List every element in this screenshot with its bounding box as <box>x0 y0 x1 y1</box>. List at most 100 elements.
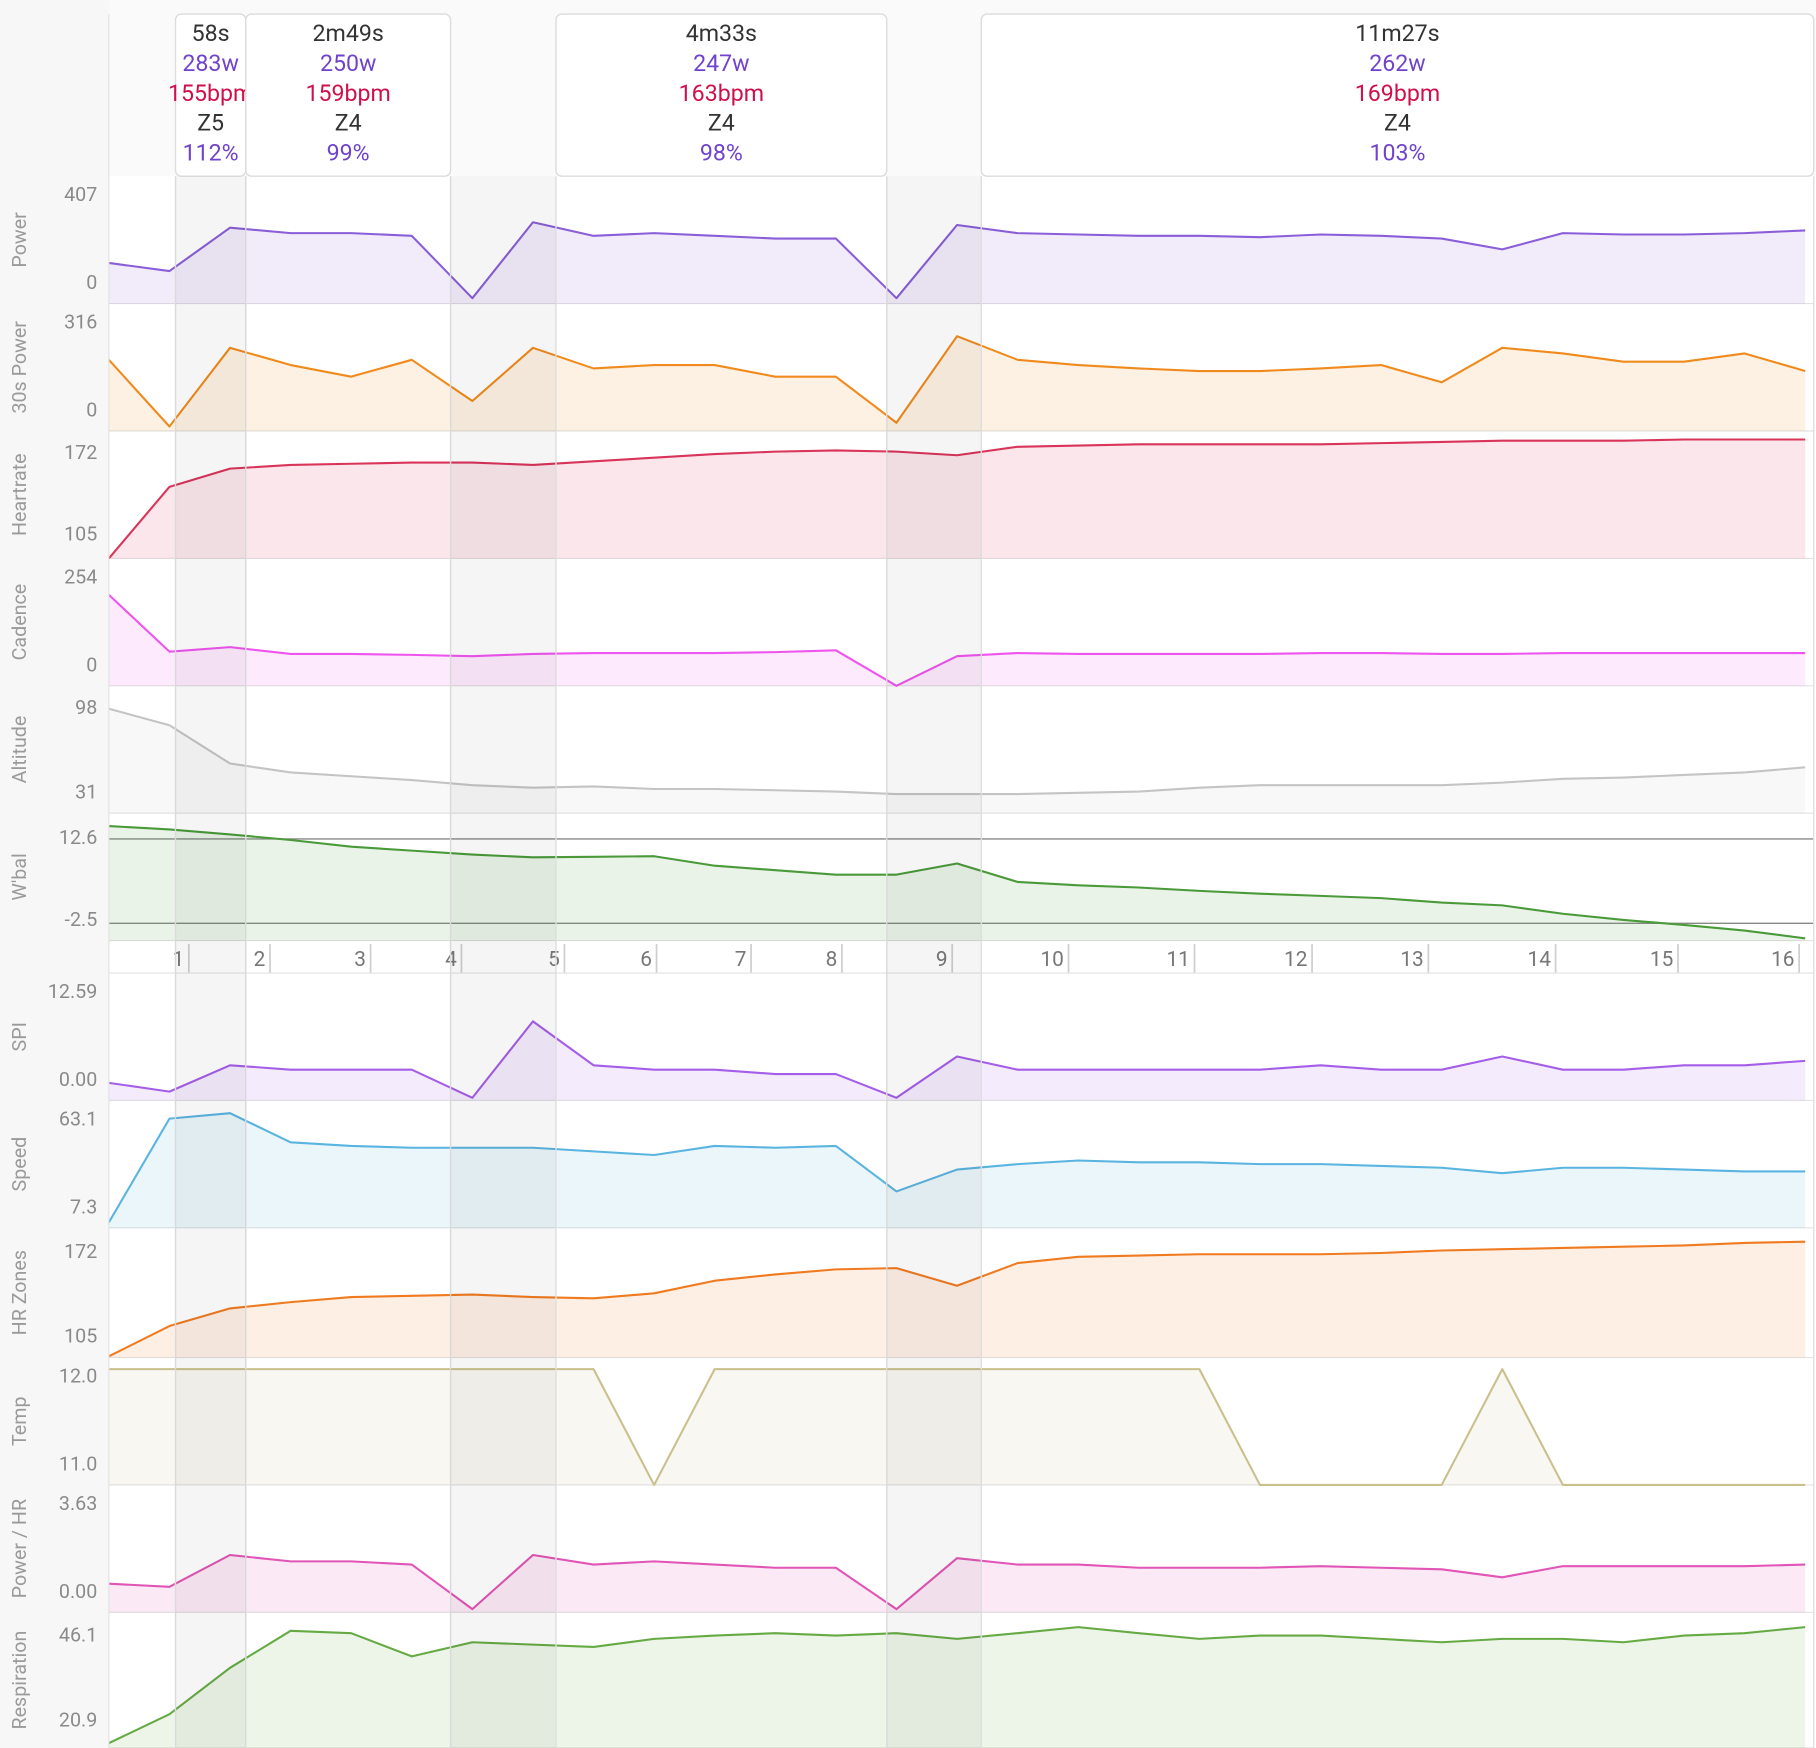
lap-time: 4m33s <box>686 20 757 47</box>
series-line <box>108 1020 1806 1099</box>
y-tick-label: 0.00 <box>59 1580 97 1603</box>
lap-zone: Z5 <box>197 110 224 137</box>
area-fill <box>108 439 1806 559</box>
x-tick-label: 3 <box>354 948 366 972</box>
lap-zone: Z4 <box>335 110 362 137</box>
y-tick-label: 172 <box>64 1240 97 1263</box>
y-tick-label: 0.00 <box>59 1068 97 1091</box>
lap-pct: 103% <box>1369 140 1425 167</box>
axis-title: SPI <box>8 1022 31 1051</box>
x-tick-label: 5 <box>548 948 560 972</box>
y-tick-label: 3.63 <box>59 1492 97 1515</box>
y-tick-label: 98 <box>75 696 97 719</box>
y-tick-label: -2.5 <box>65 908 98 931</box>
y-tick-label: 12.6 <box>59 826 97 849</box>
series-line <box>108 825 1806 940</box>
lap-time: 11m27s <box>1355 20 1439 47</box>
area-fill <box>108 1627 1806 1748</box>
axis-title: Temp <box>8 1396 31 1446</box>
lap-box <box>245 13 452 177</box>
lap-hr: 163bpm <box>679 80 764 107</box>
y-tick-label: 63.1 <box>59 1107 97 1130</box>
lap-time: 2m49s <box>313 20 384 47</box>
x-tick-label: 1 <box>172 948 184 972</box>
x-tick-label: 8 <box>826 948 838 972</box>
area-fill <box>108 1555 1806 1613</box>
area-fill <box>108 1021 1806 1101</box>
area-fill <box>108 708 1806 814</box>
x-tick-label: 14 <box>1528 948 1552 972</box>
y-tick-label: 0 <box>86 399 97 422</box>
series-line <box>108 1626 1806 1745</box>
axis-title: W'bal <box>8 853 31 900</box>
series-line <box>108 221 1806 300</box>
y-tick-label: 20.9 <box>59 1708 97 1731</box>
series-line <box>108 1240 1806 1358</box>
y-tick-label: 11.0 <box>59 1452 97 1475</box>
series-line <box>108 335 1806 428</box>
y-tick-label: 105 <box>64 1325 97 1348</box>
axis-title: Cadence <box>8 584 31 661</box>
y-tick-label: 316 <box>64 310 97 333</box>
x-tick-label: 13 <box>1400 948 1423 972</box>
x-tick-label: 7 <box>735 948 747 972</box>
gutter <box>0 0 109 1748</box>
lap-hr: 155bpm <box>168 80 253 107</box>
recovery-shade <box>450 176 556 1748</box>
x-tick-label: 9 <box>936 948 948 972</box>
x-tick-label: 15 <box>1650 948 1673 972</box>
series-line <box>108 1553 1806 1611</box>
lap-power: 247w <box>693 50 749 77</box>
axis-title: Heartrate <box>8 453 31 536</box>
series-line <box>107 1112 1806 1223</box>
lap-time: 58s <box>192 20 230 47</box>
x-tick-label: 12 <box>1284 948 1307 972</box>
lap-pct: 112% <box>183 140 239 167</box>
y-tick-label: 105 <box>64 523 97 546</box>
area-fill <box>108 594 1806 686</box>
lap-zone: Z4 <box>1384 110 1411 137</box>
axis-title: Power / HR <box>8 1499 31 1598</box>
area-fill <box>108 1369 1806 1485</box>
axis-title: Respiration <box>8 1631 31 1730</box>
axis-title: Altitude <box>8 716 31 784</box>
lap-zone: Z4 <box>708 110 735 137</box>
x-tick-label: 16 <box>1771 948 1794 972</box>
axis-title: Speed <box>8 1137 31 1192</box>
series-line <box>108 438 1806 560</box>
y-tick-label: 0 <box>86 271 97 294</box>
y-tick-label: 7.3 <box>70 1195 97 1218</box>
lap-power: 262w <box>1369 50 1425 77</box>
x-tick-label: 2 <box>254 948 266 972</box>
area-fill <box>108 826 1806 941</box>
lap-power: 250w <box>320 50 376 77</box>
y-tick-label: 0 <box>86 653 97 676</box>
y-tick-label: 172 <box>64 441 97 464</box>
lap-box <box>980 13 1815 177</box>
axis-title: Power <box>8 212 31 268</box>
lap-box <box>555 13 888 177</box>
lap-pct: 98% <box>700 140 743 167</box>
x-tick-label: 10 <box>1040 948 1063 972</box>
recovery-shade <box>886 176 982 1748</box>
lap-shade <box>175 176 246 1748</box>
lap-power: 283w <box>182 50 238 77</box>
x-tick-label: 6 <box>640 948 652 972</box>
lap-hr: 169bpm <box>1355 80 1440 107</box>
y-tick-label: 254 <box>64 565 97 588</box>
axis-title: HR Zones <box>8 1250 31 1335</box>
x-tick-label: 11 <box>1166 948 1189 972</box>
area-fill <box>108 222 1806 304</box>
series-line <box>108 1368 1806 1486</box>
lap-hr: 159bpm <box>305 80 390 107</box>
y-tick-label: 407 <box>64 183 97 206</box>
axis-title: 30s Power <box>8 321 31 414</box>
area-fill <box>108 336 1806 432</box>
y-tick-label: 46.1 <box>59 1624 97 1647</box>
y-tick-label: 12.59 <box>48 980 97 1003</box>
series-line <box>108 594 1806 687</box>
area-fill <box>108 1241 1806 1358</box>
y-tick-label: 12.0 <box>59 1364 97 1387</box>
y-tick-label: 31 <box>75 781 97 804</box>
